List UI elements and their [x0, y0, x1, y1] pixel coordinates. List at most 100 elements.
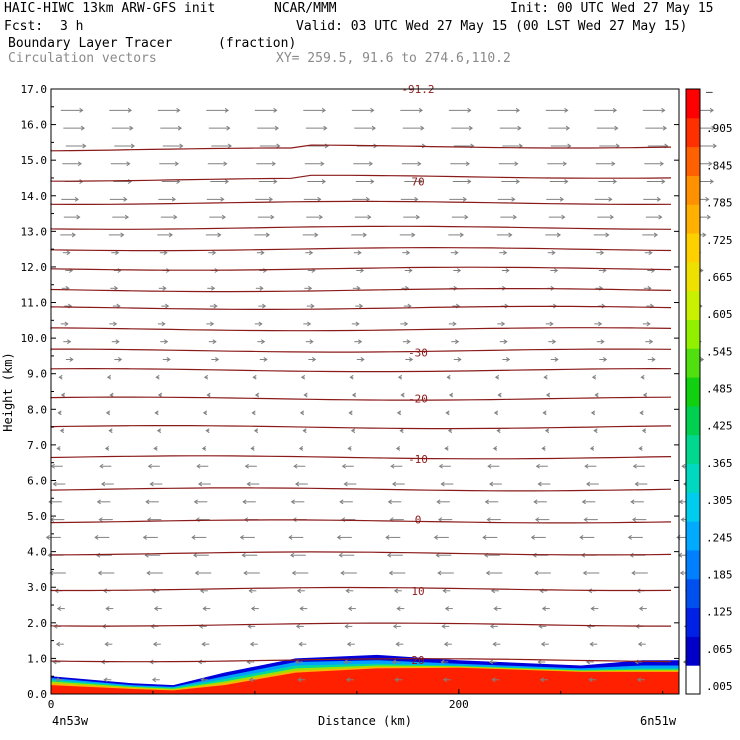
vector-arrowhead	[541, 446, 546, 451]
vector-arrowhead	[109, 392, 114, 398]
vector-arrowhead	[588, 677, 593, 683]
vector-arrowhead	[346, 641, 352, 647]
colorbar-label: –	[706, 85, 713, 98]
vector-arrowhead	[464, 214, 469, 220]
vector-arrowhead	[488, 481, 494, 487]
vector-arrowhead	[493, 606, 498, 612]
vector-arrowhead	[614, 125, 619, 131]
contour-line	[50, 174, 672, 182]
vector-arrowhead	[290, 499, 295, 505]
y-tick-label: 12.0	[21, 261, 48, 274]
vector-arrowhead	[64, 321, 69, 327]
vector-arrowhead	[239, 534, 244, 540]
vector-arrowhead	[433, 534, 438, 540]
vector-arrowhead	[80, 125, 86, 131]
vector-arrowhead	[386, 552, 392, 558]
vector-arrowhead	[177, 125, 183, 131]
vector-arrowhead	[201, 641, 206, 647]
vector-arrowhead	[365, 196, 371, 202]
vector-arrowhead	[54, 677, 60, 683]
vector-arrowhead	[317, 196, 322, 202]
y-tick-label: 10.0	[21, 332, 48, 345]
vector-arrowhead	[312, 357, 317, 362]
vector-arrowhead	[589, 446, 595, 451]
vector-arrowhead	[307, 321, 312, 327]
vector-arrowhead	[442, 588, 447, 594]
vector-arrowhead	[370, 179, 375, 184]
colorbar-label: .605	[706, 308, 733, 321]
vector-arrowhead	[395, 446, 401, 451]
colorbar-label: .785	[706, 197, 733, 210]
colorbar-label: .845	[706, 159, 733, 172]
vector-arrowhead	[552, 339, 557, 345]
vector-arrowhead	[440, 481, 445, 487]
tracer-fill-layer	[51, 654, 679, 694]
valid-time: Valid: 03 UTC Wed 27 May 15 (00 LST Wed …	[296, 19, 688, 34]
vector-arrowhead	[545, 392, 551, 398]
vector-arrowhead	[530, 534, 535, 540]
colorbar-swatch	[686, 405, 700, 436]
vector-arrowhead	[55, 641, 61, 647]
vector-arrowhead	[295, 623, 301, 629]
vector-arrowhead	[656, 196, 662, 202]
y-tick-label: 5.0	[27, 510, 47, 523]
vector-arrowhead	[104, 446, 110, 451]
colorbar-swatch	[686, 578, 700, 609]
vector-arrowhead	[496, 428, 501, 434]
colorbar-label: .905	[706, 122, 733, 135]
vector-arrowhead	[537, 659, 542, 665]
vector-arrowhead	[113, 321, 118, 327]
colorbar-label: .725	[706, 234, 733, 247]
vector-arrowhead	[206, 392, 211, 398]
vector-arrowhead	[630, 499, 635, 505]
vector-arrowhead	[440, 659, 445, 665]
colorbar-swatch	[686, 117, 700, 148]
vector-arrowhead	[487, 463, 492, 469]
vector-arrowhead	[268, 196, 274, 202]
vector-arrowhead	[584, 463, 589, 469]
vector-arrowhead	[452, 321, 457, 327]
y-tick-label: 0.0	[27, 688, 47, 701]
vector-arrowhead	[152, 641, 158, 647]
y-tick-label: 11.0	[21, 297, 48, 310]
vector-arrowhead	[705, 196, 710, 202]
contour-line	[50, 586, 672, 592]
vector-arrowhead	[265, 232, 271, 238]
vector-arrowhead	[368, 161, 374, 167]
vector-arrowhead	[179, 143, 184, 149]
vector-arrowhead	[503, 339, 508, 345]
vector-arrowhead	[448, 392, 454, 398]
vector-arrowhead	[336, 534, 341, 540]
vector-arrowhead	[488, 659, 494, 665]
y-tick-label: 8.0	[27, 403, 47, 416]
vector-arrowhead	[406, 339, 411, 345]
vector-arrowhead	[273, 179, 278, 184]
vector-arrowhead	[708, 161, 713, 167]
vector-arrowhead	[205, 428, 210, 434]
vector-arrowhead	[108, 428, 113, 434]
contour-line	[50, 348, 672, 353]
vector-arrowhead	[392, 623, 398, 629]
colorbar-swatch	[686, 348, 700, 378]
vector-arrowhead	[351, 392, 357, 398]
vector-arrowhead	[348, 410, 353, 416]
vector-arrowhead	[417, 161, 422, 167]
vector-arrowhead	[388, 570, 393, 576]
contour-line	[50, 305, 672, 310]
vector-arrowhead	[420, 125, 425, 131]
vector-arrowhead	[391, 659, 397, 665]
colorbar-swatch	[686, 665, 700, 695]
field-name: Boundary Layer Tracer	[8, 36, 173, 51]
vector-arrowhead	[612, 179, 618, 184]
y-tick-label: 1.0	[27, 652, 47, 665]
vector-arrowhead	[561, 214, 566, 220]
vector-arrowhead	[600, 250, 605, 256]
vector-arrowhead	[202, 606, 207, 612]
vector-arrowhead	[274, 125, 280, 131]
vector-arrowhead	[593, 428, 598, 434]
vector-arrowhead	[271, 161, 277, 167]
vector-arrowhead	[638, 606, 644, 612]
vector-arrowhead	[638, 446, 643, 451]
vector-arrowhead	[217, 232, 222, 238]
vector-arrowhead	[437, 517, 443, 523]
